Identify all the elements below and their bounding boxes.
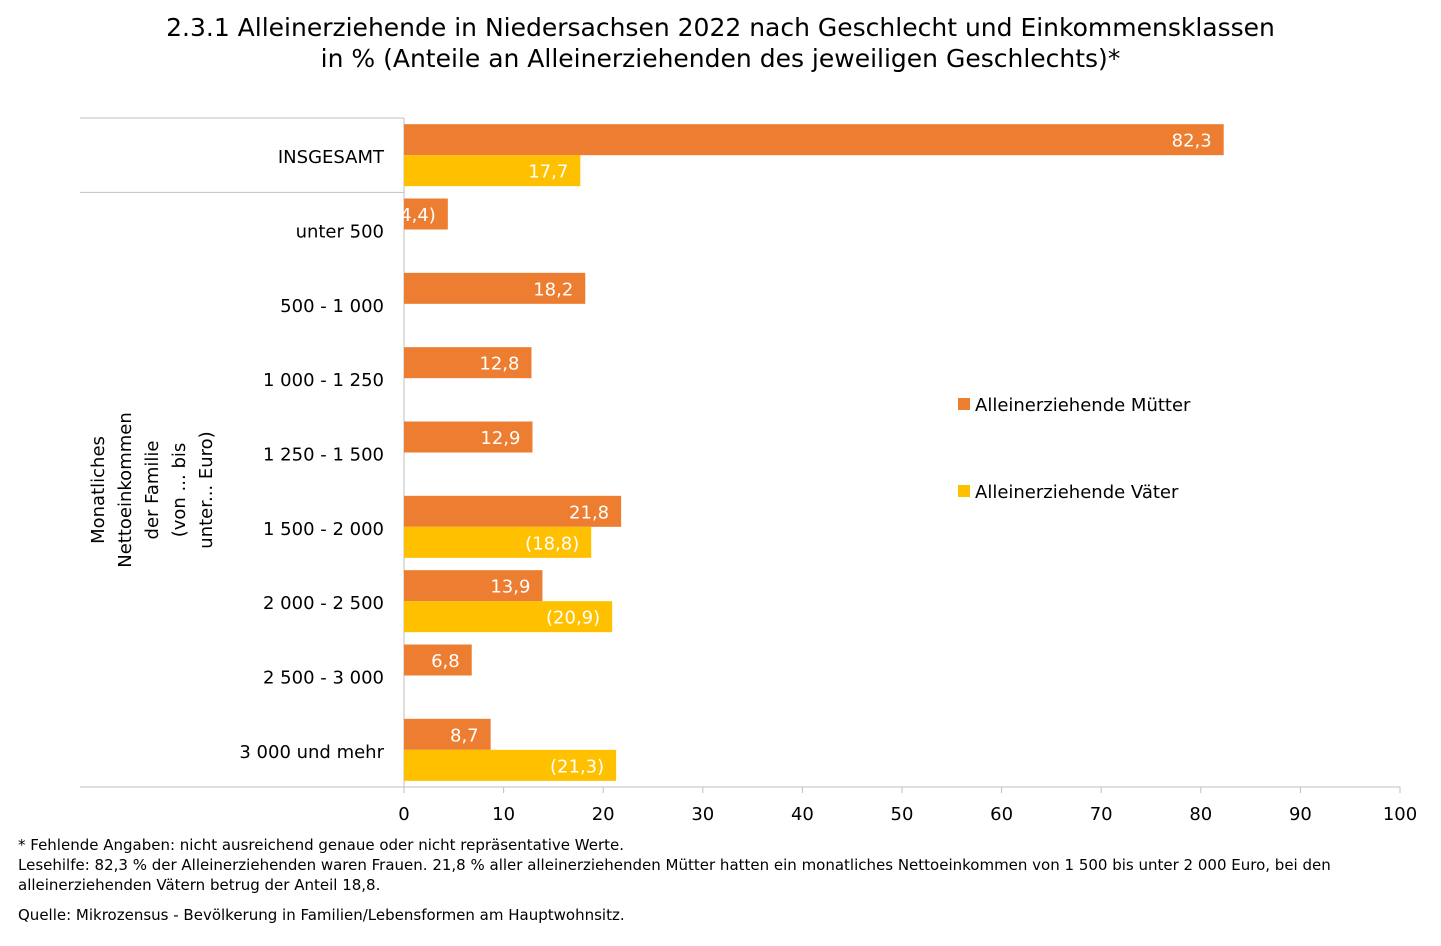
note-reading-aid-1: Lesehilfe: 82,3 % der Alleinerziehenden … — [18, 856, 1331, 874]
legend-swatch-fathers — [958, 485, 970, 497]
category-label: unter 500 — [296, 222, 384, 243]
data-label-mothers: 82,3 — [1172, 131, 1212, 152]
bar-mothers — [404, 272, 586, 304]
data-label-mothers: 12,9 — [480, 428, 520, 449]
x-tick-label: 0 — [398, 804, 409, 825]
bar-mothers — [404, 198, 448, 230]
x-tick-label: 80 — [1189, 804, 1212, 825]
category-label: 3 000 und mehr — [239, 742, 384, 763]
bar-mothers — [404, 421, 533, 453]
category-label: 1 000 - 1 250 — [263, 370, 384, 391]
bar-chart: 0 10 20 30 40 50 60 70 80 90 100 INSGESAMT 82,3 17,7 u… — [80, 117, 1417, 825]
group-axis-label-line: Monatliches — [88, 436, 109, 544]
data-label-mothers: 6,8 — [431, 651, 460, 672]
bar-fathers — [404, 601, 613, 633]
data-label-fathers: (21,3) — [550, 756, 604, 777]
legend-swatch-mothers — [958, 398, 970, 410]
legend-label-mothers: Alleinerziehende Mütter — [975, 395, 1191, 416]
x-tick-label: 100 — [1383, 804, 1417, 825]
note-source: Quelle: Mikrozensus - Bevölkerung in Fam… — [18, 906, 625, 924]
bar-mothers — [404, 718, 491, 750]
legend-label-fathers: Alleinerziehende Väter — [975, 482, 1179, 503]
data-label-mothers: 12,8 — [479, 354, 519, 375]
category-label: 2 500 - 3 000 — [263, 668, 384, 689]
group-axis-label-line: der Familie — [142, 441, 163, 540]
bar-fathers — [404, 749, 617, 781]
x-tick-label: 50 — [891, 804, 914, 825]
note-reading-aid-2: alleinerziehenden Vätern betrug der Ante… — [18, 876, 381, 894]
note-missing: * Fehlende Angaben: nicht ausreichend ge… — [18, 836, 625, 854]
x-tick-label: 20 — [592, 804, 615, 825]
chart-notes: * Fehlende Angaben: nicht ausreichend ge… — [18, 835, 1418, 925]
bar-fathers — [404, 155, 581, 187]
x-tick-label: 30 — [691, 804, 714, 825]
bar-mothers — [404, 570, 543, 602]
data-label-mothers: 8,7 — [450, 725, 479, 746]
group-axis-label-line: unter... Euro) — [196, 431, 217, 548]
group-axis-label-line: (von ... bis — [169, 443, 190, 538]
category-label: 1 250 - 1 500 — [263, 445, 384, 466]
bar-mothers — [404, 495, 622, 527]
group-axis-label-line: Nettoeinkommen — [115, 412, 136, 568]
chart-title-line-2: in % (Anteile an Alleinerziehenden des j… — [320, 44, 1121, 73]
x-tick-label: 70 — [1090, 804, 1113, 825]
chart-title-line-1: 2.3.1 Alleinerziehende in Niedersachsen … — [166, 13, 1275, 42]
x-tick-label: 90 — [1289, 804, 1312, 825]
data-label-mothers: 18,2 — [533, 279, 573, 300]
data-label-fathers: 17,7 — [528, 162, 568, 183]
data-label-fathers: (20,9) — [546, 608, 600, 629]
bar-mothers — [404, 124, 1224, 156]
data-label-mothers: (4,4) — [393, 205, 436, 226]
x-tick-label: 60 — [990, 804, 1013, 825]
bar-mothers — [404, 347, 532, 379]
category-label: 500 - 1 000 — [280, 296, 384, 317]
data-label-mothers: 21,8 — [569, 502, 609, 523]
x-tick-label: 40 — [791, 804, 814, 825]
data-label-fathers: (18,8) — [525, 533, 579, 554]
bar-mothers — [404, 644, 472, 676]
data-label-mothers: 13,9 — [490, 577, 530, 598]
x-tick-label: 10 — [492, 804, 515, 825]
category-label: INSGESAMT — [278, 147, 385, 168]
category-label: 1 500 - 2 000 — [263, 519, 384, 540]
chart-title: 2.3.1 Alleinerziehende in Niedersachsen … — [0, 12, 1441, 74]
category-label: 2 000 - 2 500 — [263, 593, 384, 614]
bar-fathers — [404, 526, 592, 558]
